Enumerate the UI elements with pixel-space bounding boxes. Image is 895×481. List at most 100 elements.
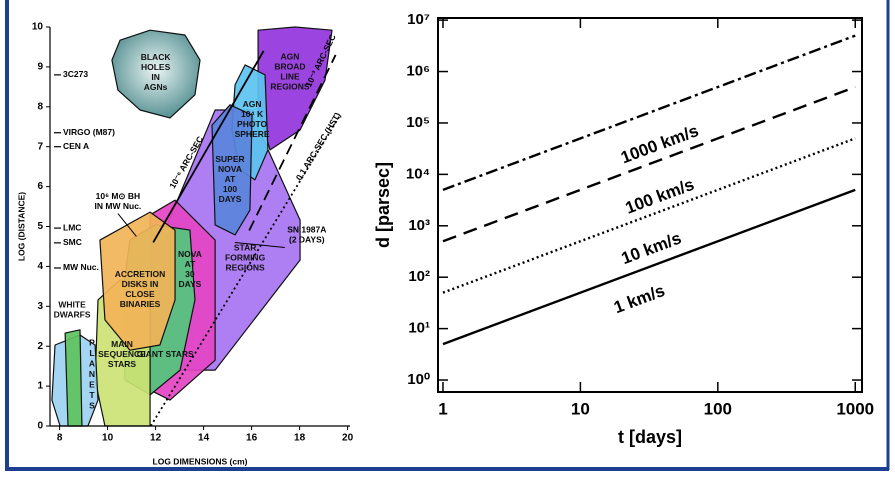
region-label: CLOSE [125,289,155,299]
region-label: AT [225,174,237,184]
region-label: HOLES [141,62,171,72]
region-label: PHOTO [237,119,267,129]
region-label: L [89,348,94,358]
annotation: SN 1987A [287,225,326,235]
x-tick-label: 16 [246,433,258,444]
region [99,211,176,351]
x-axis-title: t [days] [618,427,682,447]
region-label: AT [185,259,197,269]
marker-label: VIRGO (M87) [63,127,115,137]
x-tick-label: 10 [102,433,114,444]
region-label: DAYS [219,194,242,204]
region-label: WHITE [58,300,86,310]
region-label: AGN [243,99,262,109]
region-label: SEQUENCE [98,349,146,359]
x-tick-label: 1000 [836,399,874,418]
y-tick-label: 2 [37,341,43,352]
region-label: REGIONS [226,262,266,272]
region-label: REGIONS [270,81,310,91]
y-tick-label: 10³ [408,217,430,234]
scale-line [248,54,337,231]
y-axis-title: d [parsec] [373,162,393,248]
y-tick-label: 8 [37,101,43,112]
region-label: BLACK [141,52,172,62]
region-label: GIANT STARS [137,349,194,359]
marker-label: 3C273 [63,69,88,79]
y-tick-label: 5 [37,221,43,232]
x-tick-label: 20 [342,433,354,444]
y-tick-label: 10² [408,268,430,285]
x-tick-label: 8 [57,433,63,444]
annotation: (2 DAYS) [289,235,325,245]
region-label: SPHERE [235,129,270,139]
y-tick-label: 9 [37,62,43,73]
y-tick-label: 10⁰ [407,371,430,388]
left-chart: STARFORMINGREGIONSAGNBROADLINEREGIONSAGN… [16,22,353,467]
annotation-pointer [234,241,285,248]
marker-label: SMC [63,237,82,247]
region-label: N [89,369,95,379]
annotation: IN MW Nuc. [95,201,142,211]
x-tick-label: 18 [294,433,306,444]
region-label: SUPER [215,154,244,164]
region-label: AGN [281,51,300,61]
y-tick-label: 4 [37,261,43,272]
region [211,104,253,236]
region-label: MAIN [111,339,133,349]
y-tick-label: 10¹ [408,320,430,337]
y-tick-label: 1 [37,381,43,392]
y-tick-label: 6 [37,181,43,192]
series-line [442,137,856,294]
scale-line [152,50,265,243]
x-axis-title: LOG DIMENSIONS (cm) [153,456,248,466]
region-label: DAYS [178,279,201,289]
region-label: BINARIES [120,299,161,309]
y-tick-label: 10⁶ [406,63,430,80]
region-label: 30 [185,269,195,279]
annotation-pointer [117,213,137,237]
annotation: 10⁶ M⊙ BH [96,191,141,201]
y-tick-label: 10 [32,22,44,33]
x-tick-label: 10 [571,399,590,418]
series-line [442,34,856,191]
marker-label: LMC [63,222,81,232]
region-label: T [89,390,95,400]
y-tick-label: 10⁵ [406,114,430,131]
region-label: ACCRETION [115,269,166,279]
plot-frame [437,17,863,393]
x-tick-label: 100 [704,399,732,418]
y-tick-label: 3 [37,301,43,312]
x-tick-label: 1 [438,399,447,418]
scale-line [150,114,342,427]
y-tick-label: 7 [37,141,43,152]
y-tick-label: 10⁷ [407,11,430,28]
region-label: AGNs [144,82,168,92]
region-label: IN [151,72,160,82]
region-label: 10⁴ K [241,109,264,119]
region-label: A [89,359,95,369]
marker-label: CEN A [63,141,89,151]
series-line [442,85,856,243]
region-label: LINE [280,71,300,81]
region-label: STAR [234,242,257,252]
region-label: FORMING [225,252,266,262]
region-label: P [89,338,95,348]
region [64,329,83,427]
y-tick-label: 0 [37,421,43,432]
region-label: STARS [108,359,137,369]
x-tick-label: 12 [150,433,162,444]
y-axis-title: LOG (DISTANCE) [16,192,26,261]
region-label: NOVA [178,249,202,259]
marker-label: MW Nuc. [63,262,99,272]
region-label: DISKS IN [122,279,159,289]
region-label: BROAD [274,61,305,71]
region-label: DWARFS [54,310,91,320]
region-label: E [89,380,95,390]
region [111,29,201,119]
y-tick-label: 10⁴ [406,165,430,182]
x-tick-label: 14 [198,433,210,444]
region-label: 100 [223,184,237,194]
series-line [442,188,856,346]
region-label: S [89,401,95,411]
